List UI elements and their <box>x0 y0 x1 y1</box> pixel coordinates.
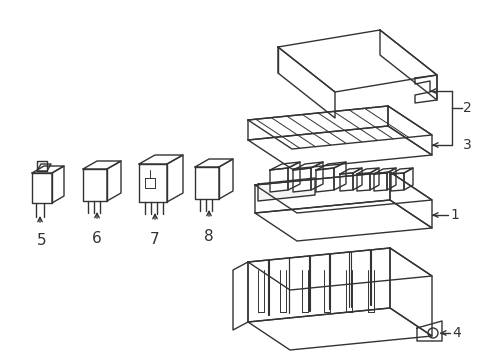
Polygon shape <box>389 172 431 228</box>
Text: 8: 8 <box>204 229 213 244</box>
Polygon shape <box>390 168 412 174</box>
Polygon shape <box>145 178 155 188</box>
Polygon shape <box>195 159 232 167</box>
Polygon shape <box>278 30 436 92</box>
Polygon shape <box>139 164 167 202</box>
Polygon shape <box>386 168 395 190</box>
Polygon shape <box>390 173 403 191</box>
Polygon shape <box>387 106 431 155</box>
Text: 5: 5 <box>37 233 47 248</box>
Polygon shape <box>292 168 310 192</box>
Polygon shape <box>247 106 431 149</box>
Polygon shape <box>269 168 287 192</box>
Polygon shape <box>339 168 361 174</box>
Text: 1: 1 <box>449 208 458 222</box>
Polygon shape <box>352 168 361 190</box>
Polygon shape <box>139 155 183 164</box>
Polygon shape <box>333 162 346 190</box>
Polygon shape <box>254 200 431 241</box>
Polygon shape <box>83 161 121 169</box>
Text: 7: 7 <box>150 232 160 247</box>
Polygon shape <box>254 172 389 213</box>
Polygon shape <box>32 173 52 203</box>
Polygon shape <box>247 106 387 140</box>
Polygon shape <box>416 321 441 341</box>
Polygon shape <box>258 178 314 201</box>
Polygon shape <box>278 47 334 118</box>
Polygon shape <box>373 168 395 174</box>
Polygon shape <box>373 173 386 191</box>
Polygon shape <box>315 168 333 192</box>
Polygon shape <box>247 248 389 322</box>
Polygon shape <box>414 75 436 103</box>
Polygon shape <box>107 161 121 201</box>
Polygon shape <box>254 172 431 213</box>
Polygon shape <box>292 162 323 170</box>
Polygon shape <box>403 168 412 190</box>
Polygon shape <box>310 162 323 190</box>
Polygon shape <box>37 164 51 171</box>
Polygon shape <box>356 173 369 191</box>
Polygon shape <box>32 166 64 173</box>
Polygon shape <box>269 162 299 170</box>
Polygon shape <box>195 167 219 199</box>
Polygon shape <box>356 168 378 174</box>
Polygon shape <box>369 168 378 190</box>
Polygon shape <box>389 248 431 336</box>
Text: 6: 6 <box>92 231 102 246</box>
Polygon shape <box>247 126 431 169</box>
Polygon shape <box>339 173 352 191</box>
Polygon shape <box>379 30 436 100</box>
Text: 2: 2 <box>462 101 471 115</box>
Polygon shape <box>37 161 47 171</box>
Polygon shape <box>52 166 64 203</box>
Text: 3: 3 <box>462 138 471 152</box>
Polygon shape <box>287 162 299 190</box>
Polygon shape <box>247 248 431 290</box>
Polygon shape <box>83 169 107 201</box>
Polygon shape <box>167 155 183 202</box>
Polygon shape <box>315 162 346 170</box>
Polygon shape <box>232 262 247 330</box>
Polygon shape <box>247 308 431 350</box>
Text: 4: 4 <box>451 326 460 340</box>
Polygon shape <box>219 159 232 199</box>
